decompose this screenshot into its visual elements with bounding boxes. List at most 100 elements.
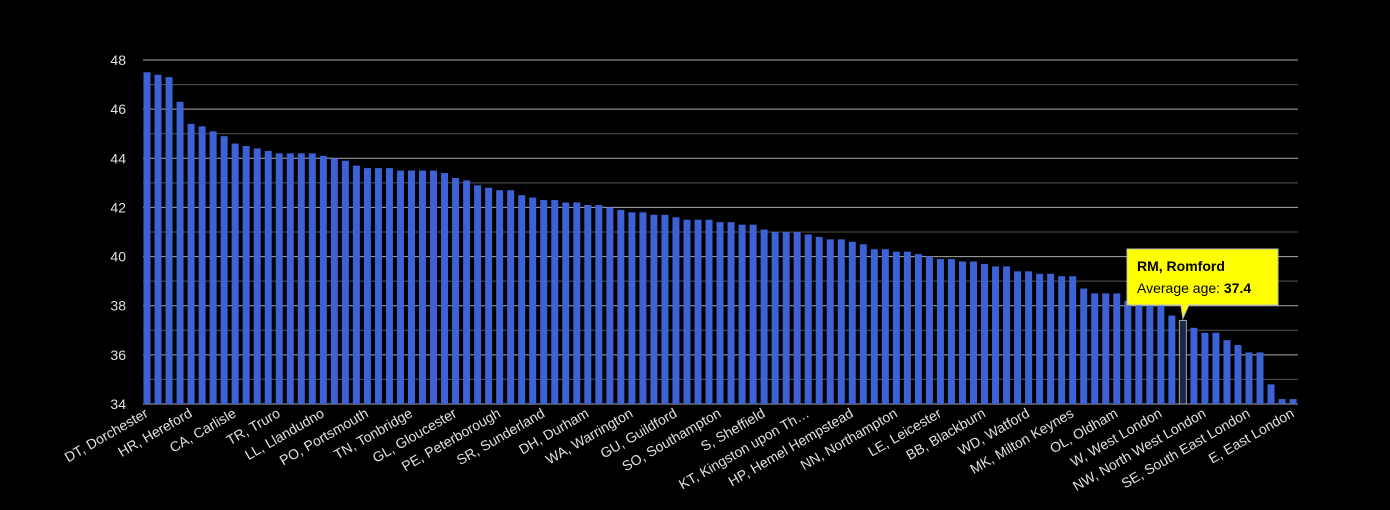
bar bbox=[430, 170, 438, 404]
y-tick-label: 46 bbox=[110, 101, 126, 117]
bar bbox=[628, 212, 636, 404]
tooltip-title: RM, Romford bbox=[1137, 258, 1225, 274]
bar bbox=[815, 236, 823, 404]
bar bbox=[947, 259, 955, 404]
bar bbox=[1245, 352, 1253, 404]
tooltip-box bbox=[1126, 248, 1279, 321]
bar bbox=[209, 131, 217, 404]
bar bbox=[903, 251, 911, 404]
bar bbox=[485, 187, 493, 404]
bar bbox=[738, 224, 746, 404]
bar bbox=[1256, 352, 1264, 404]
bar bbox=[837, 239, 845, 404]
bar bbox=[826, 239, 834, 404]
bar bbox=[1003, 266, 1011, 404]
bar bbox=[958, 261, 966, 404]
bar bbox=[804, 234, 812, 404]
bar bbox=[694, 219, 702, 404]
bar bbox=[441, 173, 449, 404]
bar bbox=[760, 229, 768, 404]
bar bbox=[396, 170, 404, 404]
bar bbox=[374, 168, 382, 404]
bar bbox=[297, 153, 305, 404]
y-tick-label: 34 bbox=[110, 396, 126, 412]
bar bbox=[176, 101, 184, 405]
bar bbox=[1058, 276, 1066, 404]
bar bbox=[1146, 305, 1154, 404]
bar bbox=[617, 209, 625, 404]
tooltip-value: 37.4 bbox=[1224, 280, 1251, 296]
bar bbox=[1047, 273, 1055, 404]
bar bbox=[1289, 399, 1297, 404]
bar bbox=[452, 177, 460, 404]
bar bbox=[154, 74, 162, 404]
y-tick-label: 42 bbox=[110, 199, 126, 215]
bar bbox=[286, 153, 294, 404]
bar bbox=[529, 197, 537, 404]
bar bbox=[1036, 273, 1044, 404]
bar bbox=[1278, 399, 1286, 404]
bar bbox=[1168, 315, 1176, 404]
bar bbox=[727, 222, 735, 404]
bar bbox=[220, 136, 228, 404]
bar bbox=[1190, 327, 1198, 404]
bar bbox=[1014, 271, 1022, 404]
bar bbox=[1069, 276, 1077, 404]
bar bbox=[187, 123, 195, 404]
bar bbox=[198, 126, 206, 404]
bar bbox=[992, 266, 1000, 404]
bar bbox=[551, 200, 559, 404]
tooltip-text: Average age: 37.4 bbox=[1137, 280, 1251, 296]
bar bbox=[716, 222, 724, 404]
bar bbox=[330, 158, 338, 404]
bar bbox=[672, 217, 680, 404]
tooltip-label: Average age: bbox=[1137, 280, 1220, 296]
bar bbox=[143, 72, 151, 405]
bar bbox=[661, 214, 669, 404]
bar bbox=[848, 241, 856, 404]
bar bbox=[507, 190, 515, 404]
bar bbox=[771, 232, 779, 404]
bar bbox=[639, 212, 647, 404]
bar bbox=[749, 224, 757, 404]
bar bbox=[1025, 271, 1033, 404]
bar bbox=[870, 249, 878, 404]
y-tick-label: 48 bbox=[110, 52, 126, 68]
bar bbox=[1124, 300, 1132, 404]
bar bbox=[385, 168, 393, 404]
bar bbox=[463, 180, 471, 404]
bar bbox=[407, 170, 415, 404]
bar bbox=[1212, 332, 1220, 404]
bar bbox=[518, 195, 526, 404]
y-tick-label: 40 bbox=[110, 249, 126, 265]
bar bbox=[231, 143, 239, 405]
bar bbox=[914, 254, 922, 404]
bar bbox=[1178, 319, 1187, 405]
bar bbox=[1157, 305, 1165, 404]
bar bbox=[319, 155, 327, 404]
bar bbox=[1091, 293, 1099, 404]
bar bbox=[496, 190, 504, 404]
bar bbox=[1113, 293, 1121, 404]
bar bbox=[540, 200, 548, 404]
bar bbox=[474, 185, 482, 404]
y-tick-label: 44 bbox=[110, 150, 126, 166]
bar bbox=[606, 207, 614, 404]
bar bbox=[1201, 332, 1209, 404]
tooltip: RM, Romford Average age: 37.4 bbox=[1126, 248, 1279, 321]
y-tick-label: 36 bbox=[110, 347, 126, 363]
bar bbox=[242, 146, 250, 404]
bar bbox=[925, 256, 933, 404]
bar bbox=[650, 214, 658, 404]
bar bbox=[1080, 288, 1088, 404]
bar bbox=[352, 165, 360, 404]
bar bbox=[683, 219, 691, 404]
bar bbox=[562, 202, 570, 404]
bar bbox=[859, 244, 867, 404]
bar bbox=[275, 153, 283, 404]
bar bbox=[573, 202, 581, 404]
bar bbox=[419, 170, 426, 404]
bar bbox=[782, 232, 790, 404]
